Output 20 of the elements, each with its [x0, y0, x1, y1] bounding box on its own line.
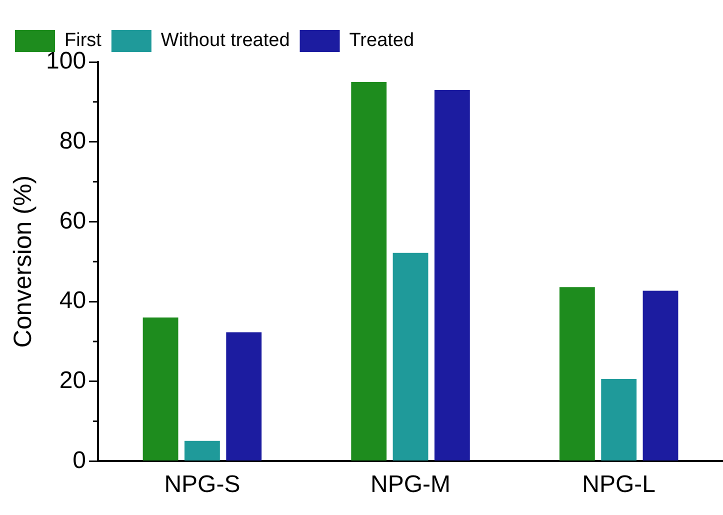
y-tick-label: 20 — [59, 366, 86, 394]
y-tick-label: 60 — [59, 207, 86, 234]
bar — [434, 90, 470, 460]
bar — [351, 82, 387, 460]
y-axis-title: Conversion (%) — [8, 175, 37, 348]
legend-label: Without treated — [160, 30, 290, 52]
bar — [142, 317, 178, 460]
bar — [559, 287, 595, 460]
x-tick-label: NPG-S — [164, 471, 240, 498]
y-tick-label: 0 — [72, 446, 86, 474]
bar — [601, 378, 637, 460]
bar — [226, 332, 262, 460]
y-tick-label: 80 — [59, 127, 86, 154]
x-tick-label: NPG-L — [582, 471, 656, 498]
bar — [184, 440, 220, 460]
bar — [642, 290, 678, 460]
x-tick-label: NPG-M — [370, 471, 451, 498]
legend-label: Treated — [349, 30, 414, 52]
bar — [392, 252, 428, 460]
y-tick-label: 40 — [59, 287, 86, 314]
